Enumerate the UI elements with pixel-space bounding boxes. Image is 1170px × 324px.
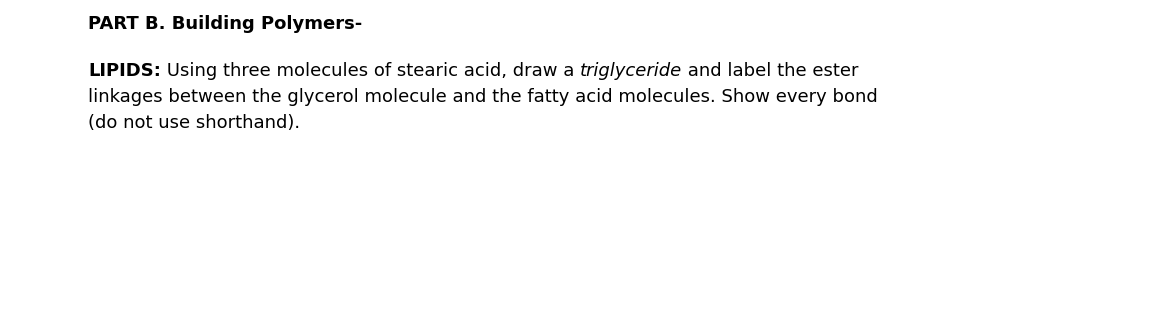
Text: triglyceride: triglyceride xyxy=(580,62,682,80)
Text: PART B. Building Polymers-: PART B. Building Polymers- xyxy=(88,15,363,33)
Text: LIPIDS:: LIPIDS: xyxy=(88,62,161,80)
Text: and label the ester: and label the ester xyxy=(682,62,859,80)
Text: Using three molecules of stearic acid, draw a: Using three molecules of stearic acid, d… xyxy=(161,62,580,80)
Text: (do not use shorthand).: (do not use shorthand). xyxy=(88,114,301,132)
Text: linkages between the glycerol molecule and the fatty acid molecules. Show every : linkages between the glycerol molecule a… xyxy=(88,88,878,106)
